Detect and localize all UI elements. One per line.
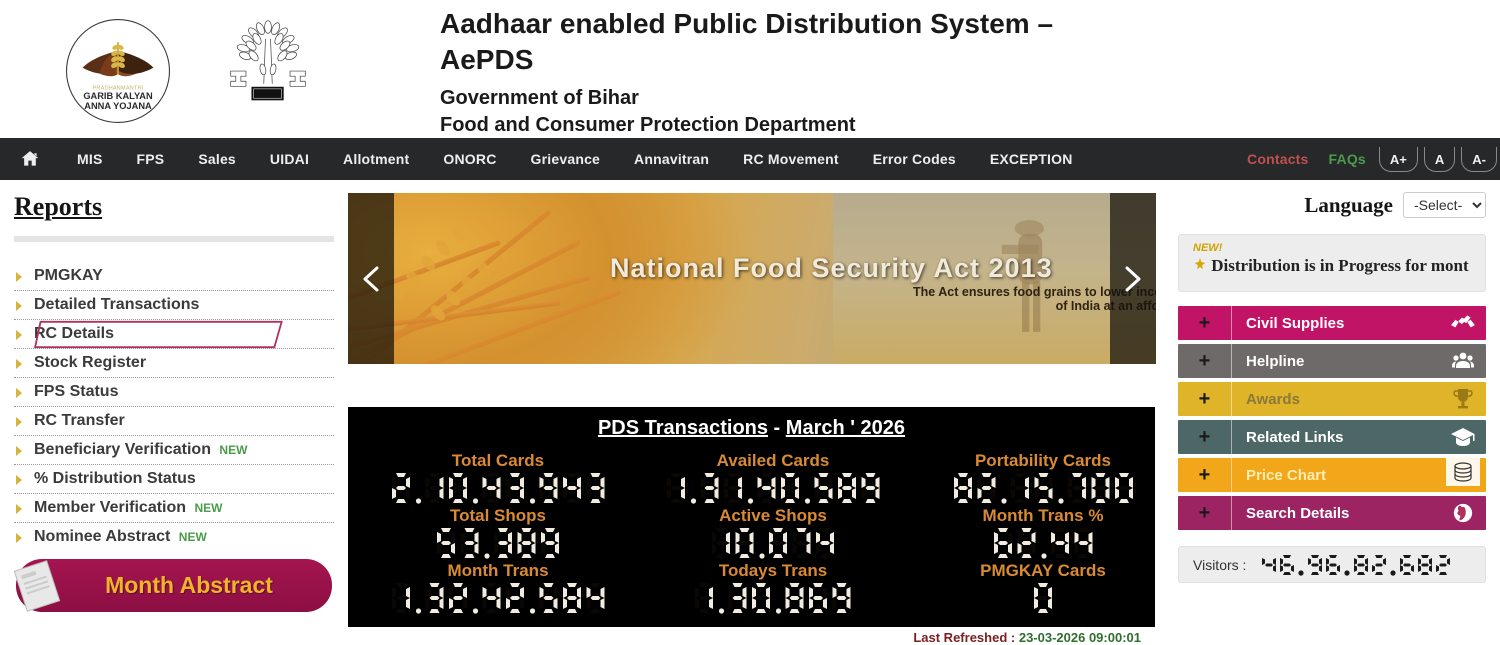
svg-text:ANNA YOJANA: ANNA YOJANA [84, 101, 152, 111]
svg-text:GARIB KALYAN: GARIB KALYAN [83, 91, 153, 101]
